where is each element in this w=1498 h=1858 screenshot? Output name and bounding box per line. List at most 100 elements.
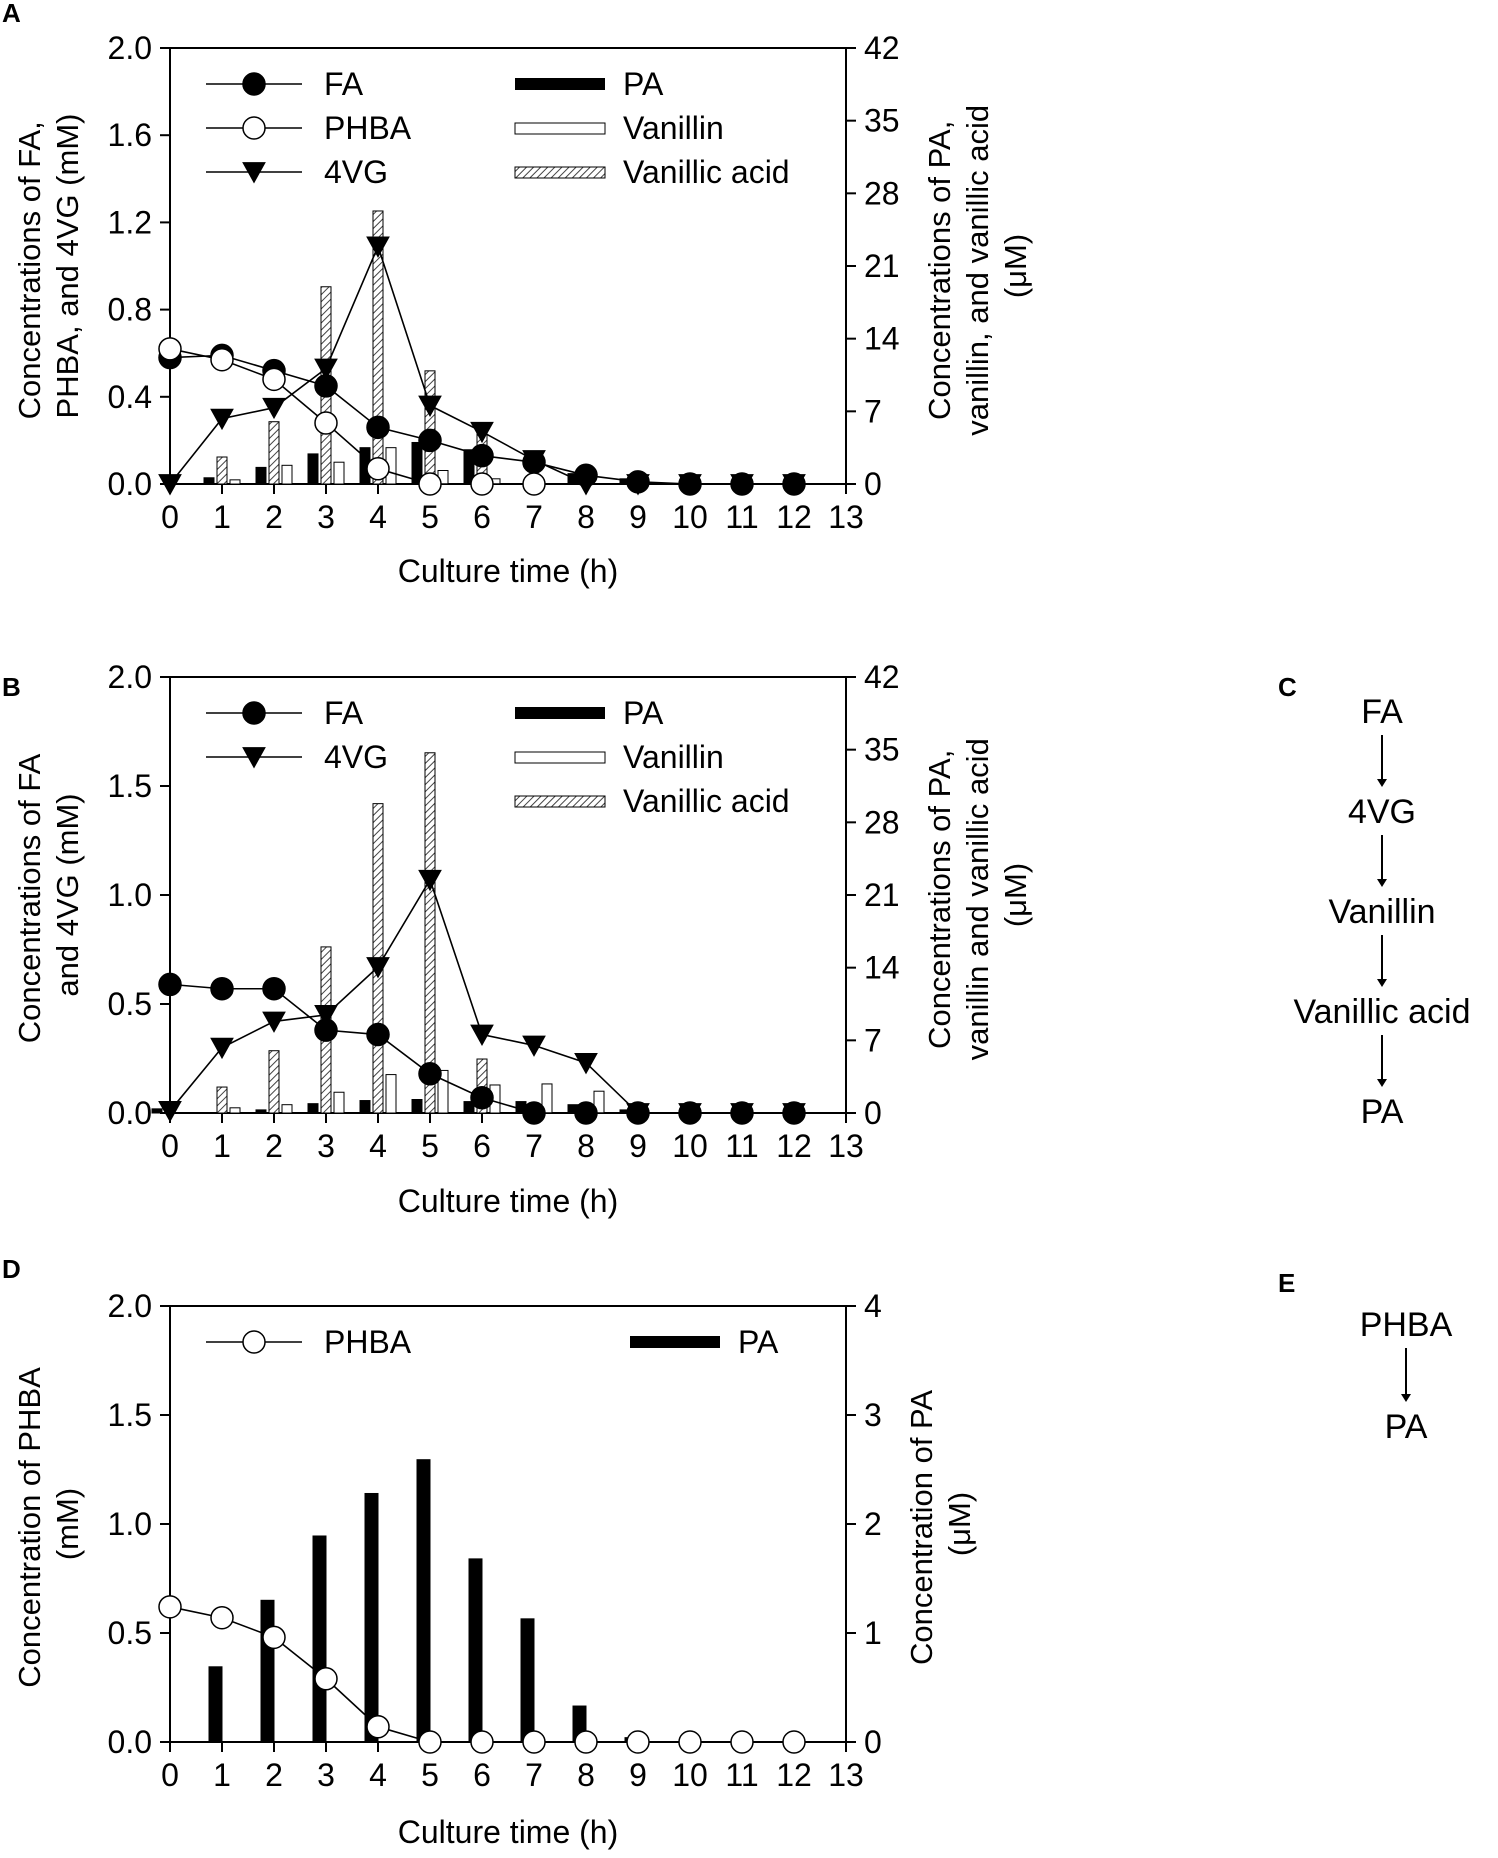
point-fa [262,976,286,1001]
legend-label: FA [324,695,364,731]
y2-tick-label: 0 [864,1724,882,1760]
y2-tick-label: 35 [864,103,900,139]
x-tick-label: 10 [672,1128,708,1164]
y2-tick-label: 42 [864,30,900,66]
panel-label-b: B [2,672,21,702]
legend-swatch-vanillic-acid [514,166,606,179]
bar-vanillic-acid [216,1086,228,1114]
x-tick-label: 5 [421,1128,439,1164]
x-tick-label: 3 [317,499,335,535]
point-phba [626,1730,650,1754]
legend-marker-phba [242,116,266,140]
x-tick-label: 12 [776,1757,812,1793]
x-tick-label: 13 [828,1128,864,1164]
x-tick-label: 7 [525,1128,543,1164]
y-axis-label: Concentrations of FA, PHBA, and 4VG (mM) [12,113,85,420]
y2-tick-label: 4 [864,1288,882,1324]
pathway-node-phba: PHBA [1360,1306,1453,1344]
point-4vg [782,474,806,496]
y2-axis-label: Concentration of PA (μM) [904,1383,977,1665]
y-tick-label: 1.6 [108,117,152,153]
point-phba [522,1730,546,1754]
panel-label-c: C [1278,672,1297,702]
legend-swatch-vanillic-acid [514,795,606,808]
bar-vanillic-acid [424,370,436,485]
y-tick-label: 2.0 [108,1288,152,1324]
y2-axis-label: Concentrations of PA, vanillin, and vani… [922,96,1033,435]
y2-tick-label: 0 [864,466,882,502]
bar-pa [307,1103,319,1114]
y2-tick-label: 28 [864,804,900,840]
bar-pa [203,477,215,485]
y-axis-label: Concentration of PHBA (mM) [12,1360,85,1687]
x-tick-label: 11 [725,1128,758,1164]
y2-tick-label: 42 [864,659,900,695]
bar-vanillin [229,479,241,485]
point-fa [418,1062,442,1086]
bar-vanillic-acid [268,421,280,485]
x-tick-label: 2 [265,1757,283,1793]
x-tick-label: 0 [161,1757,179,1793]
y2-tick-label: 21 [864,877,900,913]
plot-frame [169,676,847,1114]
y-tick-label: 1.0 [108,1506,152,1542]
bar-vanillin [281,1104,293,1114]
x-tick-label: 7 [525,499,543,535]
y-tick-label: 1.5 [108,1397,152,1433]
bar-pa [411,441,423,485]
legend-label: PHBA [324,1324,412,1360]
bar-vanillic-acid [424,752,436,1114]
y-tick-label: 1.0 [108,877,152,913]
bar-vanillic-acid [268,1050,280,1114]
legend-label: PA [623,66,664,102]
point-fa [470,443,494,468]
point-4vg [574,474,598,496]
bar-pa [416,1459,431,1743]
bar-pa [520,1618,535,1743]
bar-vanillin [229,1107,241,1114]
bar-vanillin [281,464,293,485]
point-4vg [730,474,754,496]
point-phba [314,1667,338,1691]
legend-marker-fa [242,701,266,725]
bar-pa [208,1666,223,1743]
y2-tick-label: 0 [864,1095,882,1131]
point-phba [314,411,338,435]
y2-tick-label: 3 [864,1397,882,1433]
point-phba [262,367,286,392]
pathway-diagram-e: PHBA PA [1360,1306,1453,1446]
y-tick-label: 0.4 [108,379,152,415]
legend-label: PA [738,1324,779,1360]
legend-label: Vanillin [623,110,724,146]
y-tick-label: 0.0 [108,1724,152,1760]
bar-pa [255,466,267,485]
point-fa [366,415,390,440]
pathway-node-4vg: 4VG [1348,793,1416,831]
chart-marks: 0 1 2 3 4 5 6 7 8 9 10 11 12 130.00.40.81.21.62.00714… [108,30,900,535]
bar-pa [307,453,319,485]
x-axis-label: Culture time (h) [398,553,619,589]
point-4vg [158,1100,182,1123]
point-4vg [314,358,338,380]
x-tick-label: 13 [828,499,864,535]
chart-panel-a: 0 1 2 3 4 5 6 7 8 9 10 11 12 130.00.40.81.21.62.00714… [12,30,1033,589]
bar-vanillic-acid [372,210,384,485]
panel-label-d: D [2,1254,21,1284]
bar-pa [411,1099,423,1114]
x-tick-label: 11 [725,499,758,535]
pathway-node-pa: PA [1385,1408,1428,1446]
y-tick-label: 2.0 [108,30,152,66]
point-phba [730,1730,754,1754]
y2-tick-label: 14 [864,321,900,357]
legend-swatch-pa [515,707,605,719]
bar-pa [260,1599,275,1743]
y2-tick-label: 1 [864,1615,882,1651]
point-4vg [210,1037,234,1060]
x-tick-label: 5 [421,499,439,535]
point-phba [782,1730,806,1754]
bar-pa [312,1535,327,1743]
pathway-arrowhead [1377,1079,1387,1087]
x-tick-label: 9 [629,499,647,535]
legend-label: 4VG [324,739,388,775]
y2-tick-label: 28 [864,175,900,211]
